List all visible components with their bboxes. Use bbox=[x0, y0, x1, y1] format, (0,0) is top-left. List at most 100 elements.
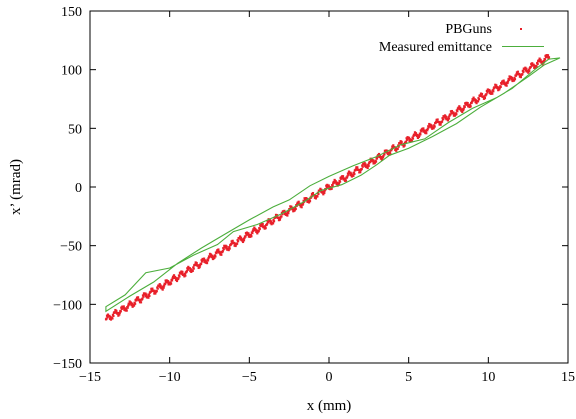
pbguns-point bbox=[526, 70, 529, 73]
pbguns-point bbox=[258, 227, 261, 231]
pbguns-point bbox=[251, 232, 254, 235]
x-tick-label: 15 bbox=[561, 370, 575, 385]
pbguns-point bbox=[414, 132, 418, 135]
pbguns-point bbox=[246, 233, 250, 236]
pbguns-point bbox=[455, 113, 458, 116]
pbguns-point bbox=[422, 127, 425, 130]
pbguns-point bbox=[339, 177, 343, 180]
pbguns-point bbox=[476, 100, 480, 103]
pbguns-point bbox=[122, 306, 125, 310]
x-tick-label: 5 bbox=[405, 370, 412, 385]
pbguns-point bbox=[205, 261, 209, 265]
pbguns-point bbox=[126, 306, 129, 309]
pbguns-point bbox=[483, 97, 487, 100]
pbguns-point bbox=[207, 257, 210, 260]
pbguns-point bbox=[503, 81, 506, 84]
pbguns-point bbox=[391, 145, 394, 148]
pbguns-point bbox=[367, 164, 370, 167]
pbguns-point bbox=[325, 186, 328, 189]
pbguns-point bbox=[506, 81, 509, 85]
pbguns-point bbox=[477, 98, 481, 101]
pbguns-point bbox=[186, 267, 189, 270]
pbguns-point bbox=[408, 138, 412, 141]
pbguns-point bbox=[441, 118, 445, 121]
pbguns-point bbox=[314, 197, 318, 200]
pbguns-point bbox=[525, 67, 528, 70]
pbguns-point bbox=[480, 92, 484, 96]
pbguns-point bbox=[486, 91, 489, 94]
pbguns-point bbox=[134, 299, 138, 302]
pbguns-point bbox=[267, 221, 270, 224]
pbguns-point bbox=[168, 281, 171, 284]
pbguns-point bbox=[419, 133, 422, 136]
pbguns-point bbox=[145, 293, 148, 296]
pbguns-point bbox=[453, 112, 456, 115]
pbguns-point bbox=[320, 188, 323, 191]
pbguns-point bbox=[243, 236, 246, 240]
pbguns-point bbox=[115, 309, 118, 313]
pbguns-point bbox=[459, 106, 462, 109]
pbguns-point bbox=[136, 296, 140, 299]
pbguns-point bbox=[346, 175, 349, 178]
pbguns-point bbox=[506, 80, 510, 83]
pbguns-point bbox=[377, 152, 381, 156]
pbguns-point bbox=[259, 225, 262, 228]
pbguns-point bbox=[513, 78, 517, 81]
pbguns-point bbox=[294, 207, 297, 211]
pbguns-point bbox=[461, 110, 464, 114]
pbguns-point bbox=[317, 192, 320, 196]
pbguns-point bbox=[469, 105, 472, 108]
pbguns-point bbox=[371, 159, 375, 162]
pbguns-point bbox=[471, 98, 474, 101]
pbguns-point bbox=[217, 248, 220, 251]
pbguns-point bbox=[360, 167, 363, 171]
pbguns-point bbox=[366, 165, 369, 168]
pbguns-point bbox=[239, 236, 243, 239]
pbguns-point bbox=[485, 89, 488, 93]
pbguns-point bbox=[439, 123, 442, 126]
pbguns-point bbox=[211, 254, 214, 258]
pbguns-point bbox=[443, 115, 446, 118]
pbguns-point bbox=[456, 110, 459, 113]
pbguns-point bbox=[170, 279, 174, 282]
pbguns-point bbox=[185, 270, 188, 273]
pbguns-point bbox=[169, 281, 172, 284]
pbguns-point bbox=[466, 101, 469, 105]
pbguns-point bbox=[521, 69, 524, 72]
pbguns-point bbox=[266, 219, 269, 223]
pbguns-point bbox=[250, 235, 253, 238]
pbguns-point bbox=[531, 62, 534, 65]
pbguns-point bbox=[167, 280, 170, 283]
pbguns-point bbox=[191, 269, 194, 273]
pbguns-point bbox=[275, 214, 279, 217]
pbguns-point bbox=[502, 79, 505, 82]
legend-swatch-pbguns bbox=[520, 28, 522, 30]
pbguns-point bbox=[352, 174, 355, 177]
pbguns-point bbox=[364, 163, 367, 166]
pbguns-point bbox=[308, 198, 311, 201]
pbguns-point bbox=[527, 68, 530, 71]
pbguns-point bbox=[463, 105, 466, 109]
pbguns-point bbox=[254, 227, 257, 231]
pbguns-point bbox=[495, 84, 498, 87]
pbguns-point bbox=[151, 287, 154, 290]
pbguns-point bbox=[316, 195, 319, 198]
pbguns-point bbox=[440, 120, 444, 123]
pbguns-point bbox=[498, 87, 501, 90]
pbguns-point bbox=[297, 200, 300, 203]
pbguns-point bbox=[242, 239, 246, 242]
pbguns-point bbox=[341, 177, 344, 180]
pbguns-point bbox=[147, 293, 150, 296]
pbguns-point bbox=[323, 189, 326, 192]
pbguns-point bbox=[300, 206, 303, 209]
pbguns-point bbox=[513, 76, 516, 80]
pbguns-point bbox=[261, 222, 264, 226]
pbguns-point bbox=[462, 109, 465, 112]
pbguns-point bbox=[519, 76, 522, 79]
pbguns-point bbox=[280, 215, 283, 218]
pbguns-point bbox=[158, 283, 161, 286]
pbguns-point bbox=[522, 70, 525, 74]
pbguns-point bbox=[458, 105, 461, 108]
pbguns-point bbox=[361, 165, 364, 168]
pbguns-point bbox=[333, 178, 336, 182]
